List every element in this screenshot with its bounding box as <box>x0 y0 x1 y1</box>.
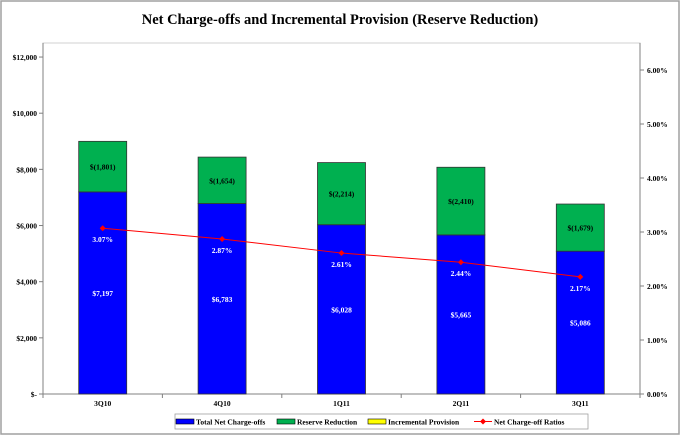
bar-data-label: $(1,654) <box>209 176 235 185</box>
line-marker <box>457 259 464 266</box>
line-data-label: 3.07% <box>92 235 113 244</box>
x-axis-tick-label: 1Q11 <box>333 399 350 408</box>
left-axis-tick-label: $12,000 <box>13 53 38 62</box>
right-axis-tick-label: 6.00% <box>647 66 668 75</box>
x-axis-tick-label: 3Q10 <box>94 399 111 408</box>
chart-title: Net Charge-offs and Incremental Provisio… <box>142 12 539 28</box>
left-axis-tick-label: $8,000 <box>16 165 37 174</box>
legend-label: Incremental Provision <box>388 418 460 427</box>
bar-total-net-charge-offs <box>197 203 247 395</box>
bar-data-label: $(2,410) <box>448 197 474 206</box>
bar-data-label: $6,028 <box>331 305 352 314</box>
line-marker <box>99 225 106 232</box>
left-axis-tick-label: $- <box>31 390 38 399</box>
right-axis-tick-label: 1.00% <box>647 336 668 345</box>
line-data-label: 2.17% <box>570 284 591 293</box>
bar-data-label: $5,086 <box>570 319 591 328</box>
legend-label: Total Net Charge-offs <box>196 418 265 427</box>
left-axis-tick-label: $2,000 <box>16 334 37 343</box>
bar-data-label: $7,197 <box>92 289 113 298</box>
bar-reserve-reduction <box>555 203 605 252</box>
legend-label: Net Charge-off Ratios <box>494 418 564 427</box>
bar-data-label: $5,665 <box>451 310 472 319</box>
line-data-label: 2.61% <box>331 260 352 269</box>
left-axis-tick-label: $6,000 <box>16 222 37 231</box>
right-axis-tick-label: 4.00% <box>647 174 668 183</box>
right-axis-tick-label: 3.00% <box>647 228 668 237</box>
bar-data-label: $6,783 <box>212 295 233 304</box>
left-axis-tick-label: $4,000 <box>16 278 37 287</box>
x-axis-tick-label: 4Q10 <box>214 399 231 408</box>
x-axis-tick-label: 3Q11 <box>572 399 589 408</box>
bar-data-label: $(2,214) <box>329 190 355 199</box>
right-axis-tick-label: 5.00% <box>647 120 668 129</box>
line-data-label: 2.44% <box>451 269 472 278</box>
legend-swatch <box>175 418 195 425</box>
left-axis-tick-label: $10,000 <box>13 109 38 118</box>
line-marker <box>338 250 345 257</box>
legend-swatch <box>276 418 296 425</box>
legend-marker <box>480 418 486 425</box>
bar-reserve-reduction <box>78 140 128 193</box>
right-axis-tick-label: 0.00% <box>647 390 668 399</box>
line-marker <box>219 236 226 243</box>
bar-data-label: $(1,679) <box>567 224 593 233</box>
x-axis-tick-label: 2Q11 <box>453 399 470 408</box>
bar-reserve-reduction <box>317 162 366 226</box>
line-marker <box>577 273 584 280</box>
line-data-label: 2.87% <box>212 246 233 255</box>
bar-reserve-reduction <box>197 156 247 204</box>
legend-label: Reserve Reduction <box>297 418 358 427</box>
legend-swatch <box>367 418 387 425</box>
bar-reserve-reduction <box>436 166 486 236</box>
right-axis-tick-label: 2.00% <box>647 282 668 291</box>
bar-data-label: $(1,801) <box>90 163 116 172</box>
